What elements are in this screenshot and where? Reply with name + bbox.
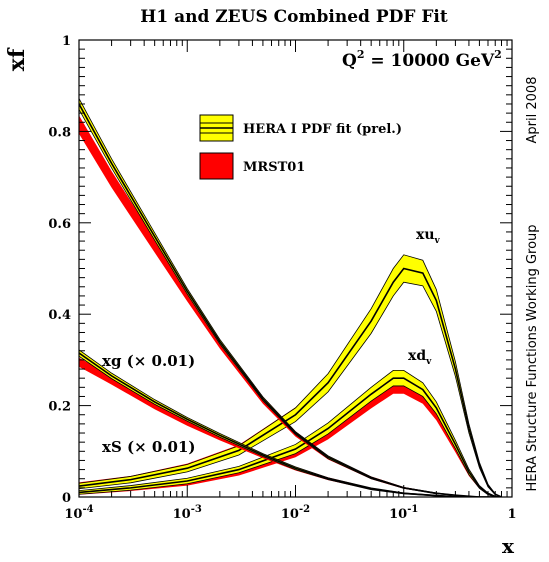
hera-band-xg [79, 349, 496, 497]
y-tick-label: 0 [62, 491, 71, 506]
series-xg [79, 349, 496, 497]
working-group-label: HERA Structure Functions Working Group [525, 224, 540, 491]
q2-annotation: Q2 = 10000 GeV2 [342, 48, 502, 71]
x-tick-label: 10-2 [281, 504, 310, 522]
tick-labels: 10-4 10-3 10-2 10-1 1 0 0.2 0.4 0.6 0.8 1 [48, 34, 516, 522]
label-xdv: xdv [408, 348, 432, 367]
hera-band-xuv [79, 254, 502, 497]
legend-entry-mrst: MRST01 [199, 152, 305, 180]
hera-band-xs [79, 98, 496, 497]
legend: HERA I PDF fit (prel.) MRST01 [199, 114, 402, 180]
label-xg: xg (× 0.01) [102, 352, 195, 370]
y-tick-label: 0.6 [48, 217, 71, 232]
pdf-bands [79, 98, 502, 497]
legend-swatch-mrst [199, 152, 234, 180]
x-tick-label: 10-4 [64, 504, 93, 522]
x-tick-label: 10-3 [173, 504, 202, 522]
y-tick-label: 1 [62, 34, 71, 49]
legend-label-hera: HERA I PDF fit (prel.) [243, 122, 402, 137]
x-axis-title: x [502, 534, 515, 558]
legend-entry-hera: HERA I PDF fit (prel.) [199, 114, 402, 142]
x-tick-label: 1 [507, 507, 516, 522]
hera-central-line-xg [79, 352, 496, 497]
series-xs [79, 98, 496, 497]
chart-title: H1 and ZEUS Combined PDF Fit [140, 7, 448, 27]
label-xuv: xuv [416, 227, 441, 246]
y-tick-label: 0.4 [48, 308, 71, 323]
series-xuv [79, 254, 502, 497]
y-tick-label: 0.2 [48, 400, 71, 415]
x-tick-label: 10-1 [389, 504, 418, 522]
date-label: April 2008 [525, 77, 540, 144]
hera-central-line-xdv [79, 377, 502, 497]
label-xs: xS (× 0.01) [102, 438, 196, 456]
legend-label-mrst: MRST01 [243, 160, 305, 175]
y-axis-title: xf [4, 47, 30, 71]
hera-central-line-xuv [79, 267, 502, 497]
axis-ticks [78, 39, 513, 498]
y-tick-label: 0.8 [48, 125, 71, 140]
hera-central-line-xs [79, 103, 496, 497]
